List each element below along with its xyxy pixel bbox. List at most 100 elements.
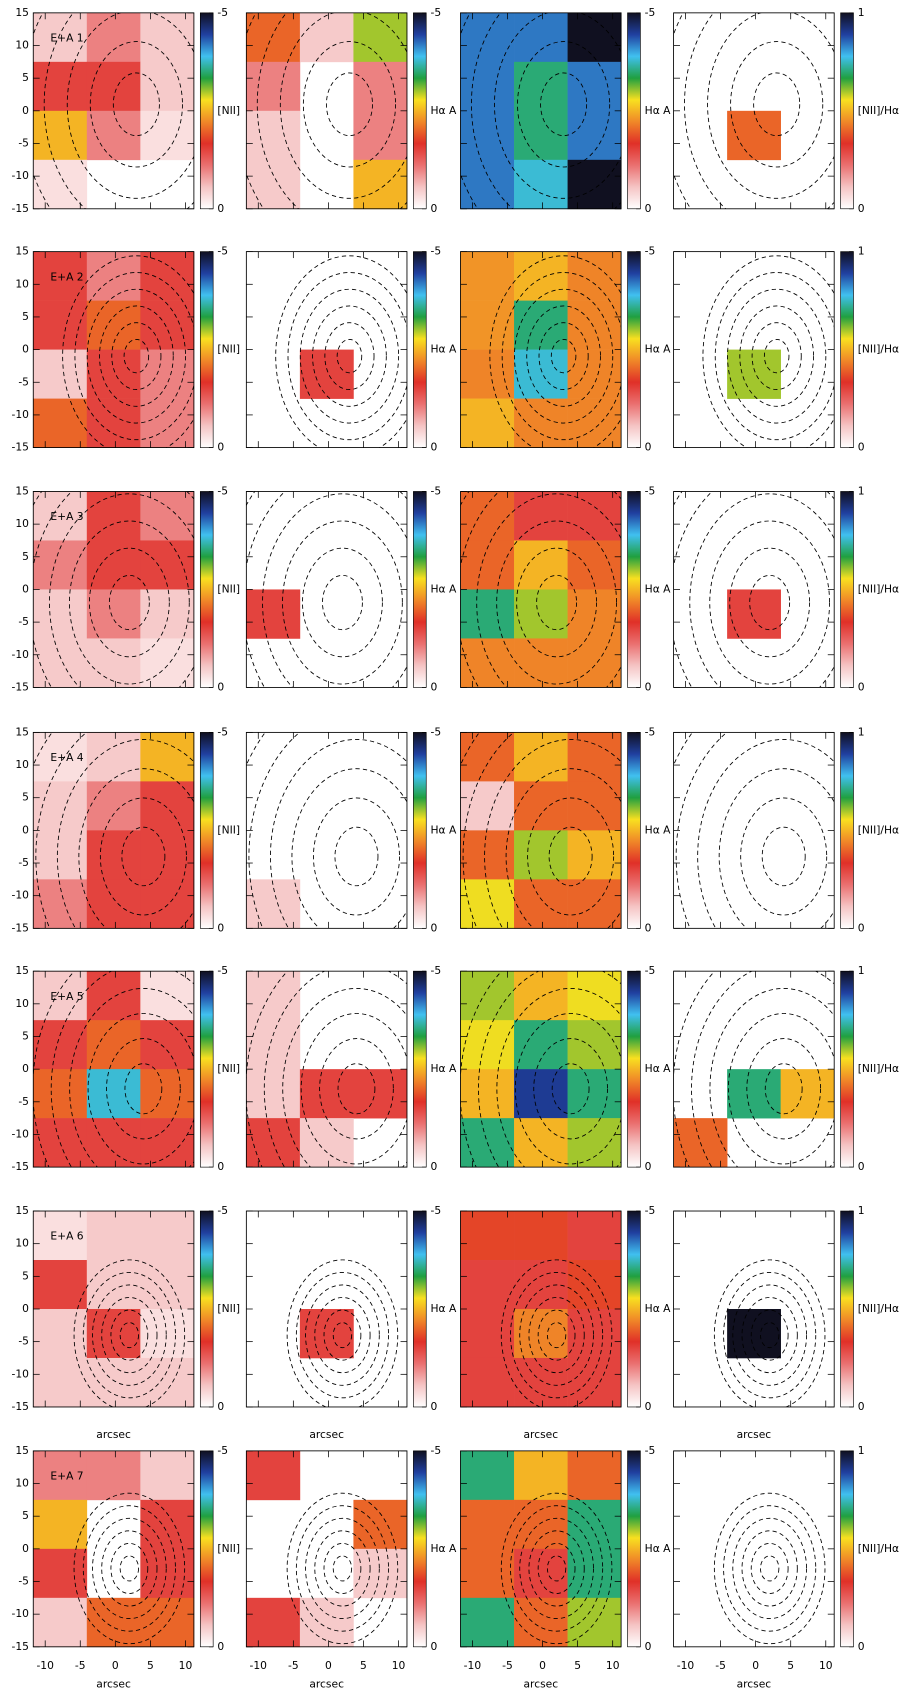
contour [335, 827, 378, 886]
map-cell [140, 879, 194, 928]
x-tick-label: -5 [288, 1659, 299, 1672]
panel: 01[NII]/Hα [673, 938, 899, 1239]
panel: 0-5Hα A [211, 0, 488, 292]
map-cell [140, 62, 194, 111]
map-cell [568, 879, 622, 928]
colorbar-tick-label: 1 [858, 725, 865, 738]
colorbar-tick-label: -5 [217, 964, 228, 977]
colorbar-label: [NII]/Hα [858, 1302, 899, 1315]
colorbar [841, 491, 854, 687]
map-cell [514, 252, 568, 301]
colorbar-tick-label: 0 [645, 202, 652, 215]
colorbar [200, 1451, 213, 1647]
map-cell [568, 1020, 622, 1069]
y-tick-label: -10 [12, 1127, 30, 1140]
x-axis-label: arcsec [737, 1428, 772, 1441]
colorbar-tick-label: -5 [217, 1204, 228, 1217]
colorbar [413, 732, 426, 928]
colorbar [628, 13, 641, 209]
map-cell [246, 62, 300, 111]
colorbar [841, 732, 854, 928]
y-tick-label: 15 [15, 725, 29, 738]
map-cell [568, 491, 622, 540]
map-cell [781, 1069, 835, 1118]
contour [742, 1531, 797, 1606]
y-tick-label: -15 [12, 921, 29, 934]
colorbar-tick-label: 0 [217, 1160, 224, 1173]
panel: 01[NII]/Hα [655, 681, 913, 1032]
y-tick-label: -5 [18, 856, 29, 869]
x-tick-label: -10 [464, 1659, 482, 1672]
y-tick-label: -15 [12, 1160, 29, 1173]
map-cell [246, 971, 300, 1020]
map-cell [246, 1069, 300, 1118]
colorbar-tick-label: 0 [431, 921, 438, 934]
x-tick-label: 0 [752, 1659, 759, 1672]
y-tick-label: 0 [22, 1302, 29, 1315]
colorbar [200, 971, 213, 1167]
y-tick-label: 10 [15, 758, 29, 771]
contour [762, 827, 805, 886]
colorbar-tick-label: -5 [645, 6, 656, 19]
colorbar-tick-label: -5 [431, 725, 442, 738]
y-tick-label: 10 [15, 1477, 29, 1490]
map-cell [461, 781, 515, 830]
colorbar-label: [NII] [217, 582, 240, 595]
contour [741, 798, 827, 915]
colorbar-tick-label: -5 [431, 1444, 442, 1457]
colorbar-tick-label: 0 [858, 680, 865, 693]
y-tick-label: -5 [18, 375, 29, 388]
colorbar-label: Hα A [431, 343, 457, 356]
colorbar-label: [NII]/Hα [858, 104, 899, 117]
panel: 0-5Hα A [246, 938, 467, 1239]
colorbar [200, 252, 213, 448]
y-tick-label: -5 [18, 1335, 29, 1348]
map-cell [87, 781, 141, 830]
colorbar-tick-label: -5 [217, 6, 228, 19]
colorbar-tick-label: -5 [217, 484, 228, 497]
map-cell [568, 971, 622, 1020]
panel: 01[NII]/Hα [674, 245, 899, 457]
colorbar-tick-label: 0 [645, 680, 652, 693]
map-cell [87, 1211, 141, 1260]
colorbar [841, 252, 854, 448]
map-cell [514, 732, 568, 781]
map-cell [140, 540, 194, 589]
map-cell [140, 1069, 194, 1118]
colorbar-tick-label: 0 [431, 1160, 438, 1173]
map-cell [514, 1309, 568, 1358]
colorbar-label: Hα A [431, 1542, 457, 1555]
contour [333, 1556, 351, 1581]
map-cell [514, 1020, 568, 1069]
map-cell [461, 111, 515, 160]
x-tick-label: 5 [147, 1659, 154, 1672]
colorbar [628, 1451, 641, 1647]
map-cell [461, 1500, 515, 1549]
map-cell [33, 1069, 87, 1118]
y-tick-label: 10 [15, 277, 29, 290]
x-tick-label: -10 [36, 1659, 54, 1672]
map-cell [33, 638, 87, 687]
map-cell [140, 1358, 194, 1407]
y-tick-label: 15 [15, 245, 29, 258]
map-cell [353, 1500, 407, 1549]
colorbar-tick-label: 0 [858, 202, 865, 215]
map-cell [87, 1069, 141, 1118]
y-tick-label: 10 [15, 997, 29, 1010]
x-tick-label: 5 [787, 1659, 794, 1672]
map-cell [461, 1069, 515, 1118]
x-axis-label: arcsec [524, 1428, 559, 1441]
colorbar-label: Hα A [431, 1062, 457, 1075]
map-cell [33, 1598, 87, 1647]
panel-label: E+A 3 [50, 510, 83, 523]
colorbar [628, 971, 641, 1167]
contour [714, 1493, 825, 1643]
y-tick-label: 0 [22, 1542, 29, 1555]
map-cell [353, 1069, 407, 1118]
map-cell [568, 301, 622, 350]
y-tick-label: 0 [22, 343, 29, 356]
map-cell [300, 1598, 354, 1647]
page: {"chart_data": {"type": "heatmap_grid", … [0, 0, 921, 1695]
map-cell [87, 1358, 141, 1407]
colorbar-tick-label: 0 [858, 1400, 865, 1413]
